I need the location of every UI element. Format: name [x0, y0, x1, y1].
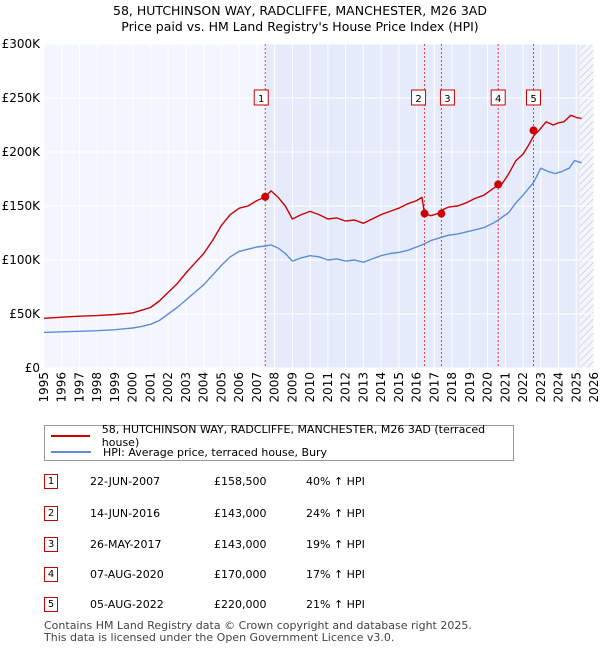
x-tick-label: 1997	[72, 372, 86, 403]
sale-price: £143,000	[214, 507, 267, 520]
x-tick-label: 2019	[463, 372, 477, 403]
x-tick-label: 2026	[587, 372, 600, 403]
sale-point	[261, 192, 270, 201]
footer-licence: This data is licensed under the Open Gov…	[44, 631, 395, 644]
x-tick-label: 2021	[498, 372, 512, 403]
sale-price: £220,000	[214, 598, 267, 611]
x-tick-label: 2017	[427, 372, 441, 403]
footer-copyright: Contains HM Land Registry data © Crown c…	[44, 619, 472, 632]
x-tick-label: 2001	[143, 372, 157, 403]
sale-price: £158,500	[214, 475, 267, 488]
sale-row: 2 14-JUN-2016 £143,000 24% ↑ HPI	[44, 506, 564, 526]
sale-point	[420, 209, 429, 218]
y-tick-label: £100K	[2, 253, 42, 267]
x-tick-label: 2007	[250, 372, 264, 403]
x-tick-label: 2014	[374, 372, 388, 403]
x-tick-label: 2008	[268, 372, 282, 403]
sale-badge: 4	[44, 567, 58, 582]
x-tick-label: 2020	[481, 372, 495, 403]
sale-hpi: 17% ↑ HPI	[306, 568, 365, 581]
x-tick-label: 2022	[516, 372, 530, 403]
legend-swatch-hpi	[51, 451, 91, 453]
x-tick-label: 1998	[90, 372, 104, 403]
x-tick-label: 2024	[552, 372, 566, 403]
y-axis: £0 £50K £100K £150K £200K £250K £300K	[2, 37, 42, 375]
legend-label-hpi: HPI: Average price, terraced house, Bury	[103, 445, 328, 459]
sale-date: 14-JUN-2016	[90, 507, 161, 520]
sale-date: 05-AUG-2022	[90, 598, 164, 611]
sale-label-box	[439, 89, 455, 106]
x-tick-label: 2018	[445, 372, 459, 403]
sale-point	[494, 180, 503, 189]
y-tick-label: £0	[25, 361, 40, 375]
x-tick-label: 2012	[339, 372, 353, 403]
sale-date: 07-AUG-2020	[90, 568, 164, 581]
x-tick-label: 2006	[232, 372, 246, 403]
sale-point	[437, 209, 446, 218]
y-tick-label: £50K	[9, 307, 41, 321]
sale-price: £170,000	[214, 568, 267, 581]
hpi-line	[43, 159, 582, 334]
chart-title: 58, HUTCHINSON WAY, RADCLIFFE, MANCHESTE…	[113, 3, 487, 18]
legend-item-property: 58, HUTCHINSON WAY, RADCLIFFE, MANCHESTE…	[51, 423, 513, 449]
sale-row: 1 22-JUN-2007 £158,500 40% ↑ HPI	[44, 474, 564, 494]
x-tick-label: 1995	[37, 372, 51, 403]
sale-hpi: 19% ↑ HPI	[306, 538, 365, 551]
x-tick-label: 1996	[55, 372, 69, 403]
legend: 58, HUTCHINSON WAY, RADCLIFFE, MANCHESTE…	[44, 423, 514, 461]
sale-badge: 5	[44, 597, 58, 612]
legend-swatch-property	[51, 435, 90, 437]
sale-row: 4 07-AUG-2020 £170,000 17% ↑ HPI	[44, 567, 564, 587]
sale-label-number: 3	[444, 94, 450, 105]
x-tick-label: 1999	[108, 372, 122, 403]
sale-label-box	[490, 89, 506, 106]
x-tick-label: 2013	[356, 372, 370, 403]
x-axis: 1995 1996 1997 1998 1999 2000 2001 2002 2003 2004…	[37, 372, 600, 403]
x-tick-label: 2011	[321, 372, 335, 403]
legend-item-hpi: HPI: Average price, terraced house, Bury	[51, 444, 327, 460]
sale-row: 5 05-AUG-2022 £220,000 21% ↑ HPI	[44, 597, 564, 617]
x-tick-label: 2016	[410, 372, 424, 403]
sale-label-box	[253, 89, 269, 106]
x-tick-label: 2005	[214, 372, 228, 403]
price-chart: 58, HUTCHINSON WAY, RADCLIFFE, MANCHESTE…	[2, 3, 600, 403]
sale-badge: 2	[44, 506, 58, 521]
x-tick-label: 2025	[569, 372, 583, 403]
sale-label-number: 2	[415, 94, 421, 105]
legend-label-property: 58, HUTCHINSON WAY, RADCLIFFE, MANCHESTE…	[101, 423, 486, 449]
x-tick-label: 2015	[392, 372, 406, 403]
series-lines	[43, 114, 582, 334]
sale-labels: 1 2 3 4 5	[253, 89, 541, 106]
footer: Contains HM Land Registry data © Crown c…	[44, 620, 472, 644]
x-tick-label: 2009	[285, 372, 299, 403]
sale-badge: 1	[44, 474, 58, 489]
x-tick-label: 2004	[197, 372, 211, 403]
sale-price: £143,000	[214, 538, 267, 551]
sale-label-box	[526, 89, 541, 106]
x-tick-label: 2010	[303, 372, 317, 403]
sale-label-box	[411, 89, 427, 106]
x-tick-label: 2000	[126, 372, 140, 403]
sale-row: 3 26-MAY-2017 £143,000 19% ↑ HPI	[44, 537, 564, 557]
sale-hpi: 40% ↑ HPI	[306, 475, 365, 488]
sale-point	[529, 126, 538, 135]
sale-hpi: 21% ↑ HPI	[306, 598, 365, 611]
sale-label-number: 4	[495, 94, 501, 105]
sale-date: 26-MAY-2017	[90, 538, 162, 551]
sale-badge: 3	[44, 537, 58, 552]
property-price-line	[43, 114, 582, 319]
x-tick-label: 2003	[179, 372, 193, 403]
sale-label-number: 5	[530, 94, 536, 105]
sale-hpi: 24% ↑ HPI	[306, 507, 365, 520]
y-tick-label: £300K	[2, 37, 42, 51]
sale-date: 22-JUN-2007	[90, 475, 161, 488]
y-tick-label: £200K	[2, 145, 42, 159]
sale-points	[261, 126, 538, 218]
x-tick-label: 2023	[534, 372, 548, 403]
sale-label-number: 1	[258, 94, 264, 105]
x-tick-label: 2002	[161, 372, 175, 403]
chart-subtitle: Price paid vs. HM Land Registry's House …	[121, 19, 478, 34]
y-tick-label: £250K	[2, 91, 42, 105]
y-tick-label: £150K	[2, 199, 42, 213]
